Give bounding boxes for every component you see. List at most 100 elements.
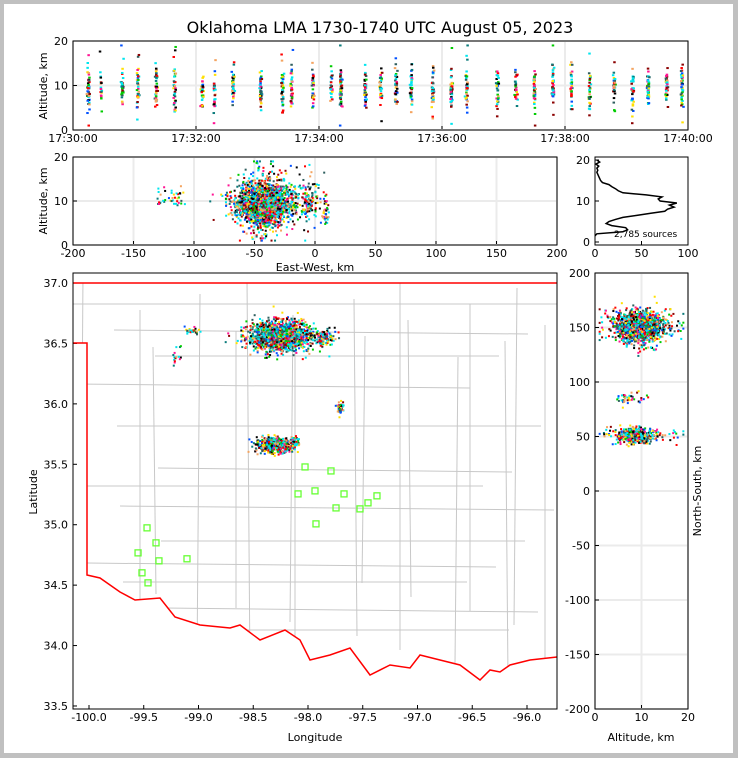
source-point [154, 91, 158, 94]
source-point [279, 326, 282, 329]
source-point [155, 72, 158, 75]
source-point [265, 201, 268, 204]
source-point [532, 82, 536, 85]
source-point [679, 93, 683, 96]
source-point [298, 334, 301, 337]
source-point [309, 175, 312, 178]
source-point [255, 331, 258, 334]
source-point [246, 194, 249, 197]
source-point [220, 193, 223, 196]
source-point [174, 202, 177, 205]
source-point [256, 323, 259, 326]
source-point [136, 92, 140, 95]
source-point [244, 168, 247, 171]
source-point [256, 326, 259, 329]
source-point [240, 213, 243, 216]
source-point [260, 335, 263, 338]
source-point [552, 66, 556, 69]
source-point [252, 345, 255, 348]
source-point [495, 87, 499, 90]
source-point [157, 203, 160, 206]
source-point [233, 189, 236, 192]
county-lines [73, 283, 557, 680]
source-point [283, 335, 286, 338]
source-point [255, 235, 258, 238]
source-point [380, 71, 384, 74]
source-point [293, 206, 296, 209]
source-point [259, 86, 263, 89]
source-point [236, 179, 239, 182]
source-point [257, 215, 260, 218]
source-point [237, 195, 240, 198]
source-point [280, 59, 284, 62]
source-point [363, 79, 367, 82]
source-point [213, 73, 217, 76]
source-point [316, 195, 319, 198]
source-point [305, 205, 308, 208]
source-point [244, 345, 247, 348]
source-point [253, 187, 256, 190]
source-point [267, 336, 270, 339]
source-point [249, 329, 252, 332]
county-line [163, 607, 539, 613]
source-point [431, 117, 435, 120]
source-point [233, 89, 237, 92]
figure-title: Oklahoma LMA 1730-1740 UTC August 05, 20… [187, 18, 574, 37]
source-point [263, 201, 266, 204]
source-point [681, 90, 684, 93]
source-point [295, 351, 298, 354]
source-point [664, 93, 667, 96]
source-point [271, 347, 274, 350]
source-point [261, 195, 264, 198]
x-tick-label: 100 [426, 247, 447, 260]
source-point [280, 213, 283, 216]
source-point [680, 91, 684, 94]
source-point [230, 209, 233, 212]
source-point [495, 77, 498, 80]
source-point [304, 320, 307, 323]
source-point [258, 332, 261, 335]
source-point [266, 189, 269, 192]
source-point [261, 173, 264, 176]
source-point [432, 96, 435, 99]
source-point [273, 205, 276, 208]
source-point [283, 342, 286, 345]
source-point [273, 202, 276, 205]
source-point [339, 80, 342, 83]
source-point [330, 74, 334, 77]
source-point [261, 322, 264, 325]
source-point [410, 68, 414, 71]
source-point [303, 323, 306, 326]
source-point [245, 186, 248, 189]
source-point [305, 335, 308, 338]
x-tick-label: 100 [678, 247, 699, 260]
source-point [231, 79, 235, 82]
source-point [308, 328, 311, 331]
source-point [244, 328, 247, 331]
source-point [263, 342, 266, 345]
source-point [86, 90, 89, 93]
source-point [552, 101, 555, 104]
source-point [289, 164, 292, 167]
x-tick-label: -200 [61, 247, 86, 260]
county-line [75, 383, 471, 389]
source-point [293, 317, 296, 320]
x-tick-label: 150 [486, 247, 507, 260]
source-point [172, 96, 175, 99]
source-point [303, 341, 306, 344]
source-point [259, 98, 262, 101]
source-point [646, 84, 649, 87]
source-point [281, 111, 284, 114]
source-point [514, 82, 518, 85]
source-point [304, 192, 307, 195]
source-point [298, 327, 301, 330]
source-point [303, 328, 306, 331]
source-point [533, 78, 536, 81]
source-point [304, 213, 307, 216]
source-point [155, 82, 159, 85]
source-point [298, 335, 301, 338]
source-point [202, 95, 205, 98]
source-point [213, 85, 216, 88]
source-point [302, 336, 305, 339]
source-point [173, 196, 176, 199]
